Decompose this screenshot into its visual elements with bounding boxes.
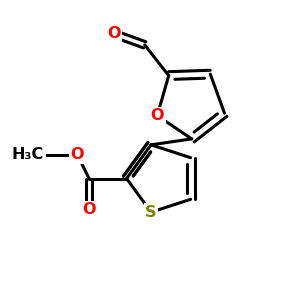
Text: O: O [151,108,164,123]
Text: S: S [145,205,157,220]
Text: O: O [107,26,120,41]
Text: H₃C: H₃C [12,147,44,162]
Text: O: O [82,202,96,217]
Text: O: O [70,147,84,162]
